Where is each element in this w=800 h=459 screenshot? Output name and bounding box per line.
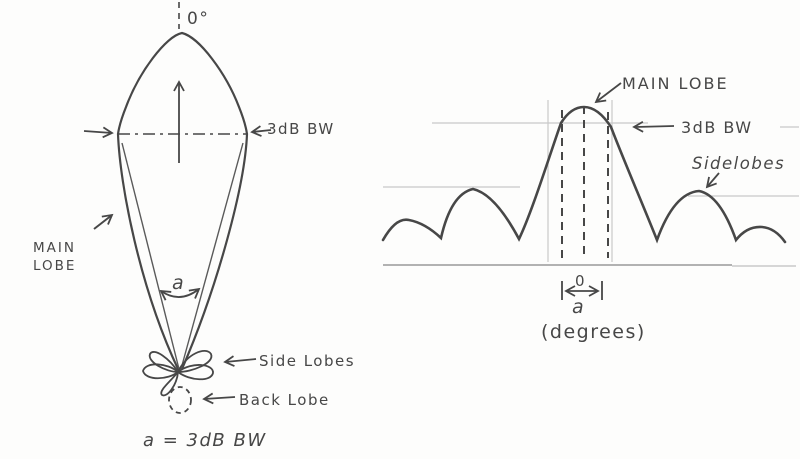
petal-down-left: [160, 369, 180, 397]
halfpower-pointer-right: [250, 125, 272, 137]
main-lobe-label-line2: LOBE: [33, 258, 76, 274]
beam-angle-arc: [159, 287, 201, 301]
main-lobe-outline: [116, 31, 249, 371]
sidelobes-label: Sidelobes: [692, 154, 785, 173]
halfpower-pointer-left: [83, 126, 114, 139]
beamwidth-label-right: a: [572, 296, 584, 318]
side-lobes-label: Side Lobes: [259, 352, 355, 370]
origin-tick-label: 0: [575, 272, 586, 290]
petal-up-right: [176, 350, 213, 373]
bw-label-left: 3dB BW: [267, 120, 335, 138]
zero-degree-label: 0°: [187, 9, 209, 29]
main-lobe-label-right: MAIN LOBE: [622, 74, 729, 93]
sidelobes-pointer: [705, 172, 720, 189]
side-lobe-petals: [142, 350, 214, 397]
main-lobe-pointer: [93, 213, 114, 230]
beam-angle-label: a: [172, 272, 184, 294]
back-lobe-pointer: [202, 392, 236, 405]
petal-right: [176, 364, 214, 381]
petal-up-left: [148, 351, 180, 373]
back-lobe-dashed-ellipse: [168, 386, 192, 414]
polar-pattern-diagram: 0° 3dB BW MAIN LOBE a Sid: [33, 2, 355, 451]
x-axis-unit-label: (degrees): [541, 321, 646, 343]
rectangular-pattern-diagram: MAIN LOBE 3dB BW Sidelobes 0 a (degrees): [381, 74, 799, 343]
main-lobe-label-line1: MAIN: [33, 240, 76, 256]
petal-left: [142, 363, 180, 380]
back-lobe-label: Back Lobe: [239, 391, 330, 409]
main-lobe-pointer-right: [594, 82, 622, 104]
beamwidth-equation: a = 3dB BW: [143, 430, 267, 451]
side-lobes-pointer: [223, 355, 257, 367]
beamwidth-cone-line-left: [121, 142, 180, 370]
bw-label-right: 3dB BW: [681, 118, 753, 137]
bw-pointer-right: [632, 121, 675, 133]
beamwidth-cone-line-right: [180, 142, 244, 370]
